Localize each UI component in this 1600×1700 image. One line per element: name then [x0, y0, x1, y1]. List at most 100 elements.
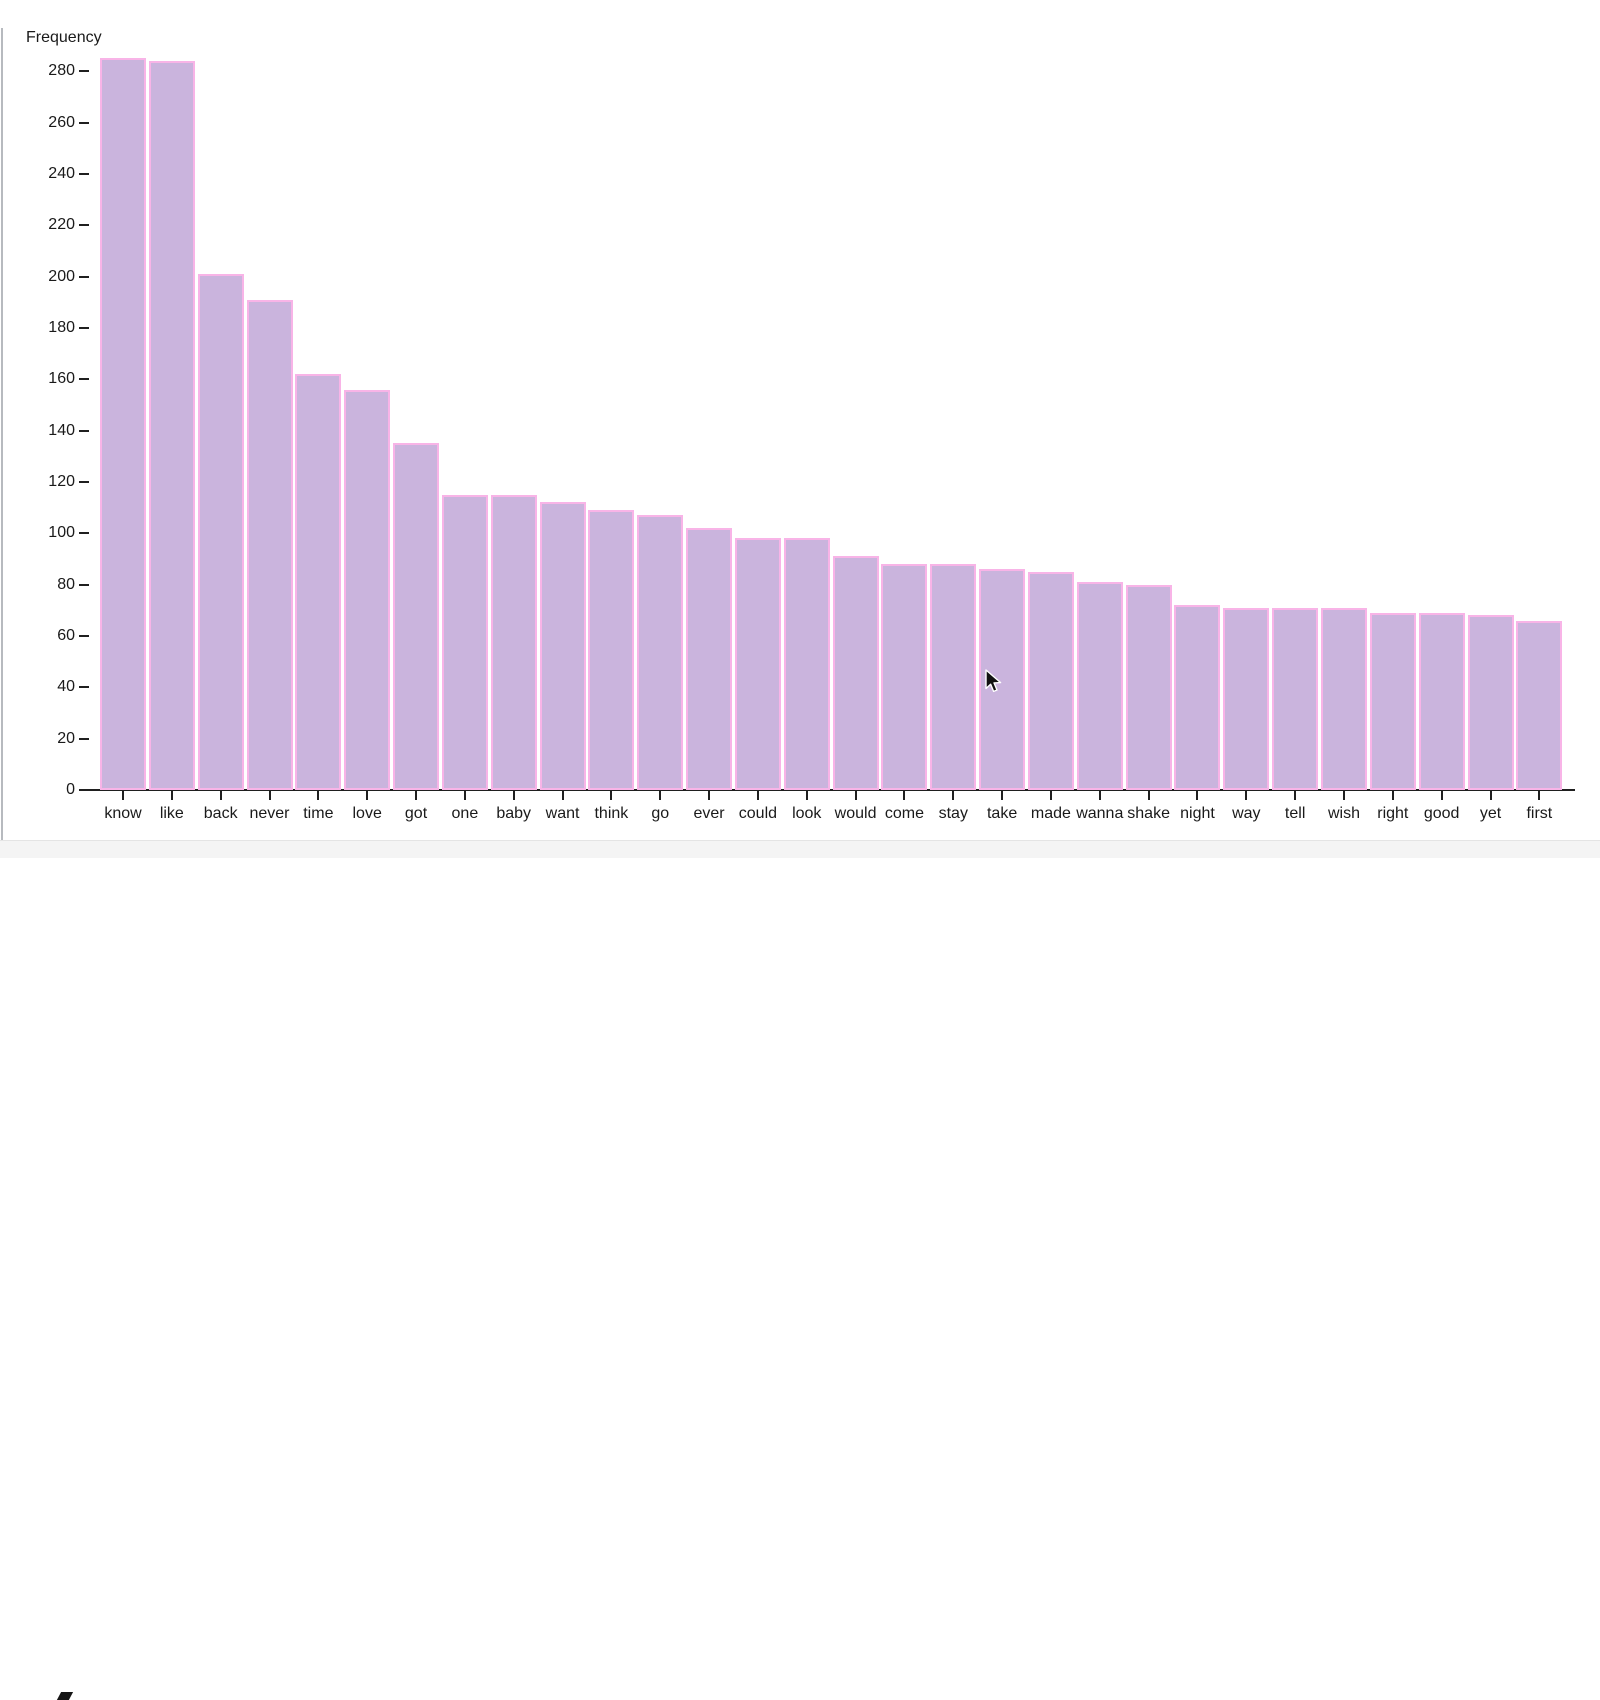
bar — [1223, 607, 1270, 790]
x-tick-label: come — [884, 805, 924, 822]
y-tick-label: 80 — [57, 575, 75, 593]
x-tick-label: one — [451, 805, 479, 822]
x-tick-label: shake — [1127, 805, 1170, 822]
y-tick-mark — [79, 583, 89, 586]
x-tick-label: like — [159, 805, 184, 822]
x-tick-label: ever — [693, 805, 725, 822]
mouse-cursor-icon — [985, 669, 1002, 693]
x-tick-label: could — [738, 805, 778, 822]
y-tick-mark — [79, 686, 89, 689]
x-tick-mark — [1294, 791, 1297, 800]
bar — [930, 564, 977, 790]
x-tick-label: wanna — [1076, 805, 1124, 822]
plot-pane: Frequency 0 20 40 60 80 100 120 140 160 180 200 220… — [0, 28, 1600, 1700]
x-tick-label: yet — [1479, 805, 1502, 822]
x-tick-mark — [268, 791, 271, 800]
bar — [490, 494, 537, 790]
bar — [1467, 615, 1514, 790]
x-tick-mark — [756, 791, 759, 800]
x-tick-label: wish — [1327, 805, 1360, 822]
x-tick-mark — [219, 791, 222, 800]
y-tick-mark — [79, 429, 89, 432]
x-tick-label: take — [986, 805, 1018, 822]
y-tick-label: 100 — [48, 524, 75, 542]
x-tick-mark — [1196, 791, 1199, 800]
x-tick-label: got — [404, 805, 428, 822]
bar — [1321, 607, 1367, 790]
x-tick-mark — [463, 791, 466, 800]
x-tick-mark — [1049, 791, 1052, 800]
x-tick-label: know — [104, 805, 142, 822]
bar — [295, 374, 342, 790]
x-tick-label: never — [249, 805, 290, 822]
x-tick-mark — [903, 791, 906, 800]
x-tick-mark — [1538, 791, 1541, 800]
y-tick-label: 40 — [57, 678, 75, 696]
y-tick-mark — [79, 634, 89, 637]
y-tick-label: 200 — [48, 267, 75, 285]
y-tick-label: 60 — [57, 626, 75, 644]
x-tick-mark — [512, 791, 515, 800]
x-tick-mark — [1147, 791, 1150, 800]
clipped-glyph — [56, 1692, 74, 1700]
x-tick-mark — [1440, 791, 1443, 800]
x-tick-label: stay — [938, 805, 968, 822]
y-tick-mark — [79, 172, 89, 175]
y-tick-mark — [79, 378, 89, 381]
x-tick-label: first — [1526, 805, 1553, 822]
bar — [979, 569, 1026, 790]
bar — [1418, 612, 1465, 790]
x-tick-mark — [366, 791, 369, 800]
bar — [1027, 571, 1074, 790]
x-tick-mark — [854, 791, 857, 800]
x-tick-label: time — [303, 805, 334, 822]
bar — [1369, 612, 1416, 790]
bar — [246, 299, 293, 790]
y-axis-title: Frequency — [26, 29, 102, 46]
bar — [783, 538, 830, 790]
bar — [686, 528, 733, 790]
x-tick-label: made — [1030, 805, 1071, 822]
bar — [100, 58, 146, 790]
bar — [1174, 605, 1221, 790]
x-tick-label: would — [834, 805, 877, 822]
y-tick-mark — [79, 70, 89, 73]
bar — [393, 443, 440, 790]
y-tick-label: 20 — [57, 729, 75, 747]
bar — [637, 515, 684, 790]
bar — [832, 556, 879, 790]
y-tick-mark — [79, 326, 89, 329]
x-tick-label: right — [1377, 805, 1409, 822]
bar — [441, 494, 488, 790]
x-tick-mark — [1391, 791, 1394, 800]
x-tick-label: baby — [496, 805, 532, 822]
x-tick-mark — [1245, 791, 1248, 800]
y-tick-mark — [79, 789, 89, 791]
bar — [197, 274, 244, 790]
x-tick-mark — [610, 791, 613, 800]
x-tick-mark — [170, 791, 173, 800]
y-tick-label: 160 — [48, 370, 75, 388]
x-tick-mark — [708, 791, 711, 800]
bar — [588, 510, 635, 790]
x-tick-label: think — [594, 805, 629, 822]
x-tick-label: tell — [1284, 805, 1306, 822]
x-tick-label: night — [1180, 805, 1215, 822]
x-tick-mark — [1343, 791, 1345, 800]
pane-left-border — [1, 28, 3, 858]
x-tick-label: good — [1423, 805, 1460, 822]
x-tick-mark — [952, 791, 955, 800]
bar — [344, 389, 391, 790]
bar — [1516, 620, 1563, 790]
y-tick-label: 220 — [48, 216, 75, 234]
x-tick-mark — [1098, 791, 1101, 800]
x-tick-mark — [415, 791, 418, 800]
x-axis-line — [88, 789, 1575, 791]
bar — [1125, 584, 1172, 790]
x-tick-label: look — [792, 805, 822, 822]
x-tick-label: way — [1232, 805, 1261, 822]
x-tick-label: want — [545, 805, 580, 822]
y-tick-mark — [79, 121, 89, 124]
bar — [1272, 607, 1319, 790]
x-tick-mark — [317, 791, 320, 800]
